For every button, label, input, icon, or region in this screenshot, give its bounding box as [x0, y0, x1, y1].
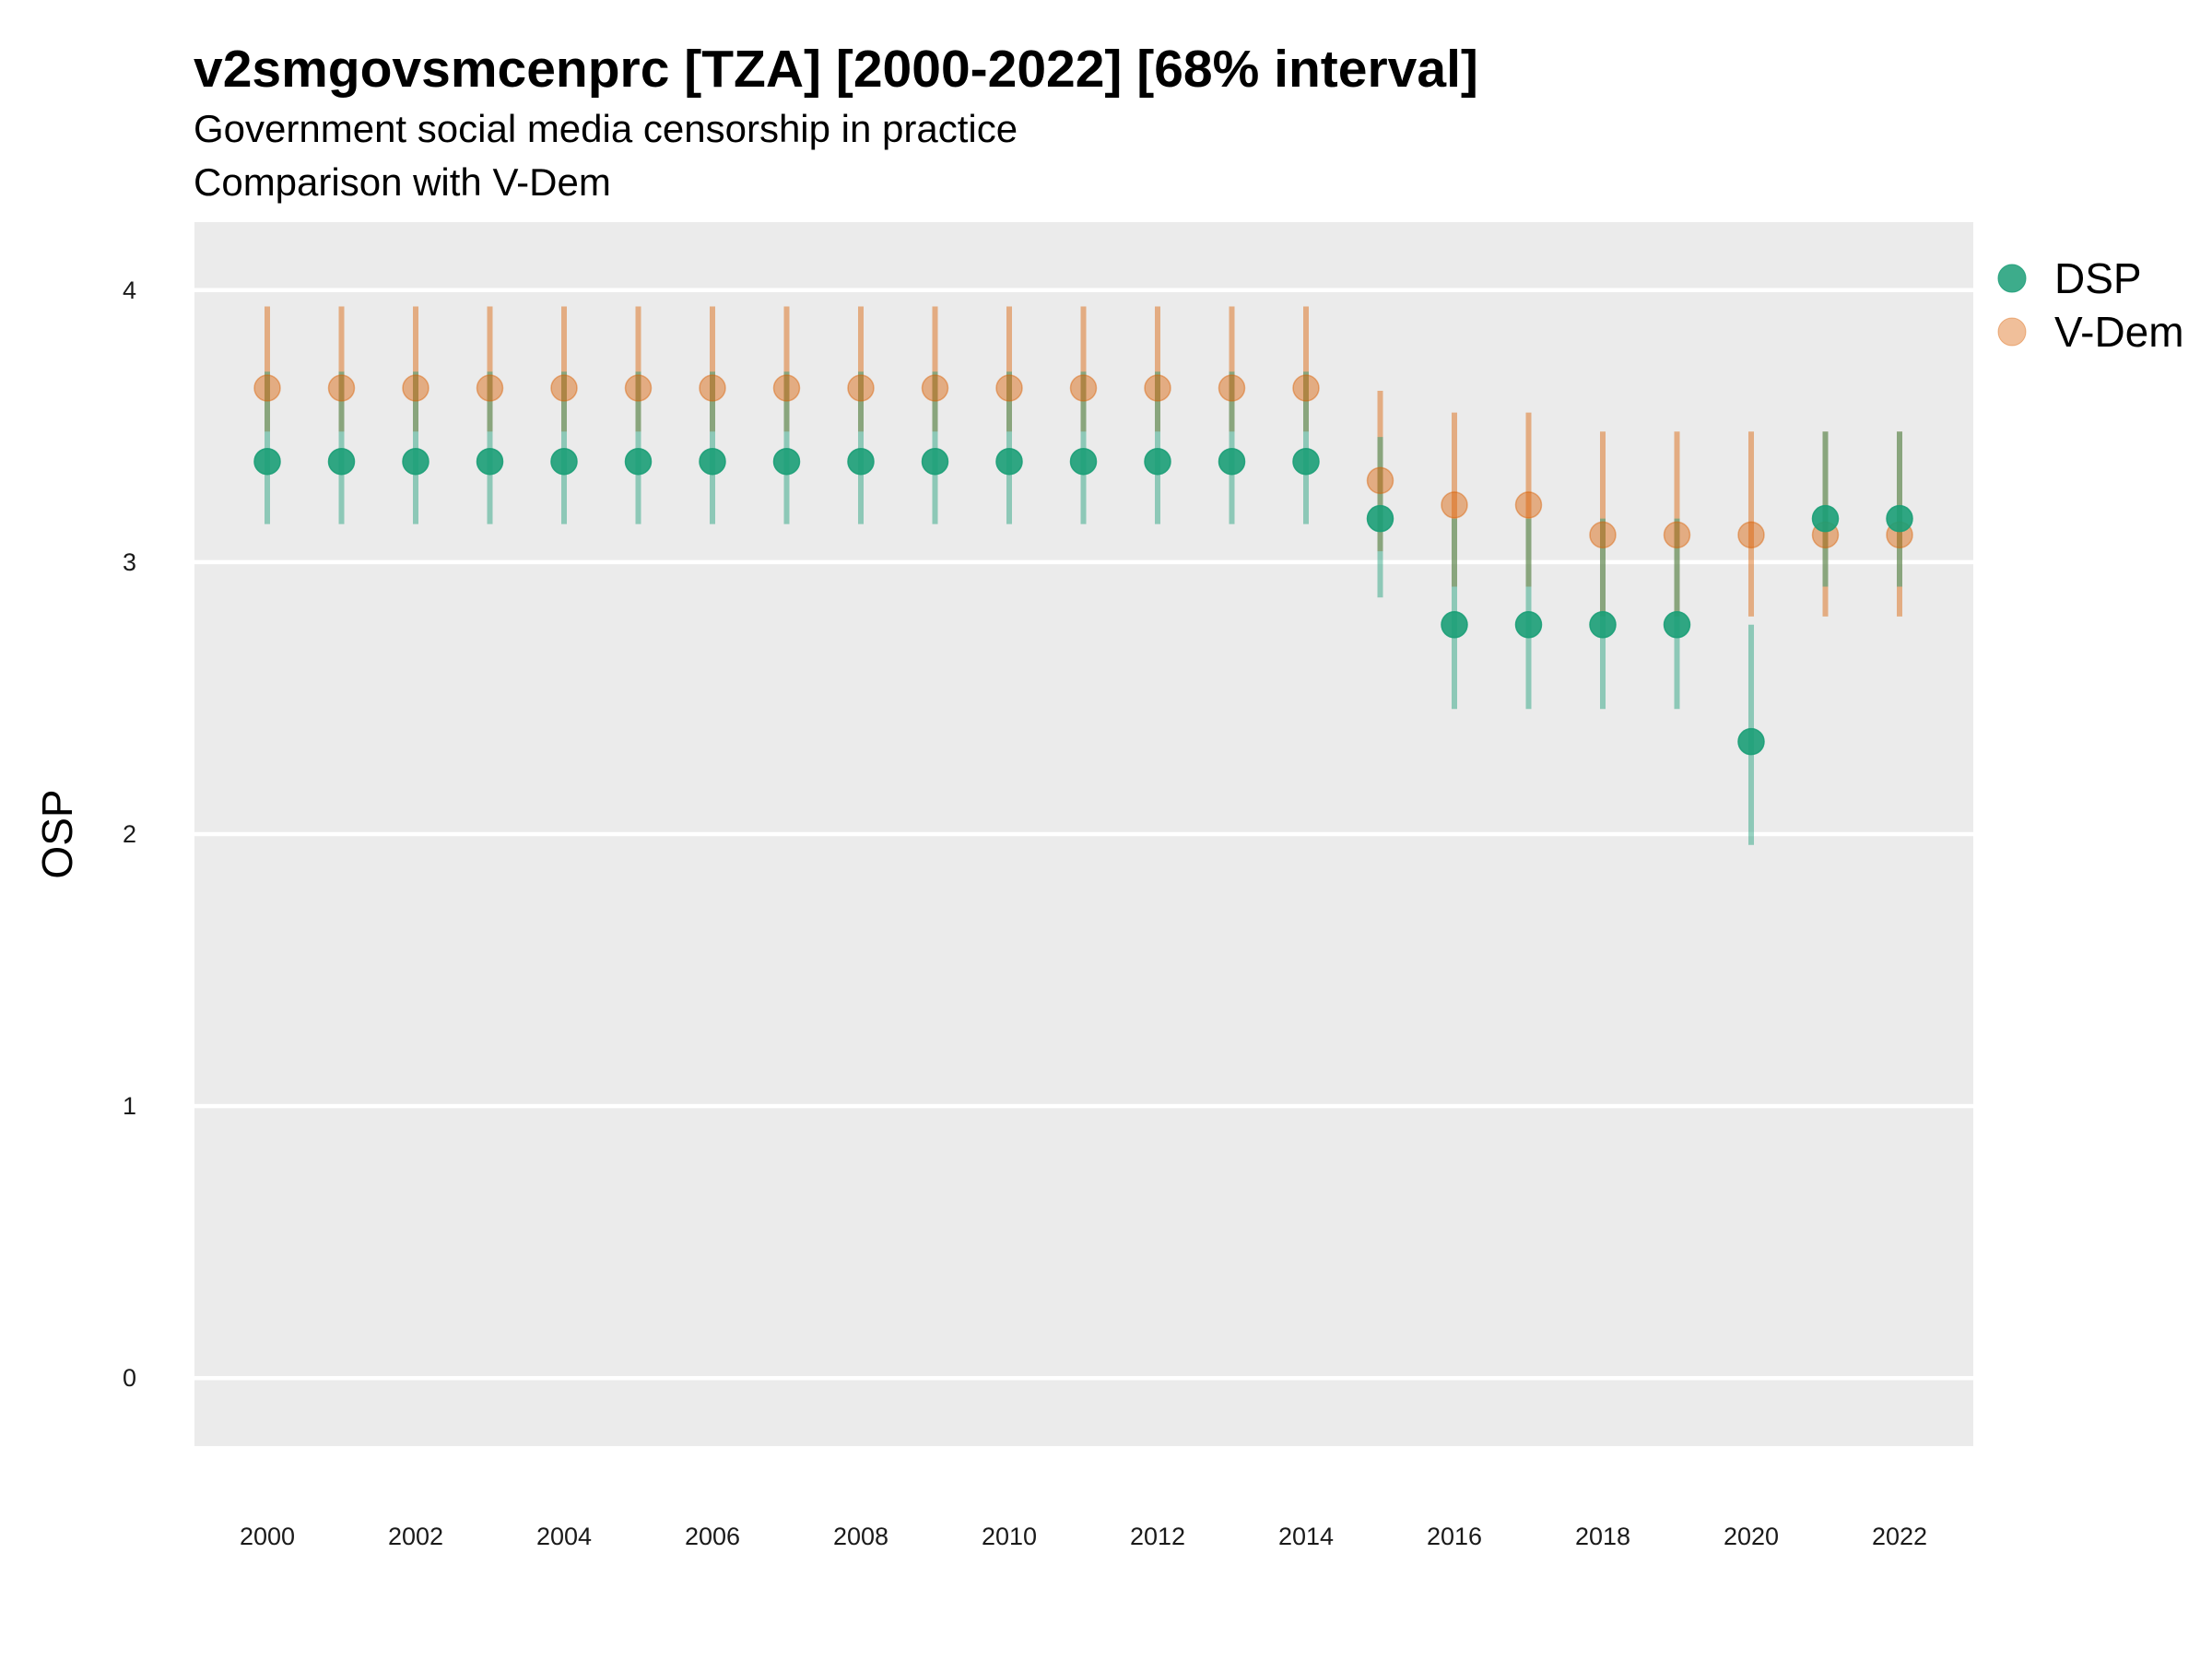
point-vdem-2006 — [699, 374, 726, 402]
point-vdem-2001 — [327, 374, 356, 402]
point-dsp-2009 — [921, 447, 949, 476]
point-vdem-2005 — [624, 374, 653, 402]
x-axis-ticks: 2000 2002 2004 2006 2008 2010 2012 2014 2016 2018… — [240, 1523, 1927, 1550]
point-vdem-2011 — [1069, 374, 1098, 402]
x-tick-label: 2000 — [240, 1523, 295, 1550]
point-dsp-2004 — [550, 447, 578, 476]
point-dsp-2019 — [1663, 611, 1691, 639]
point-dsp-2010 — [995, 447, 1023, 476]
point-vdem-2020 — [1737, 521, 1765, 549]
y-tick-label: 0 — [123, 1364, 136, 1392]
point-vdem-2002 — [402, 374, 429, 402]
point-vdem-2008 — [847, 374, 875, 402]
point-vdem-2012 — [1144, 374, 1171, 402]
point-dsp-2002 — [402, 447, 429, 476]
point-dsp-2016 — [1441, 611, 1468, 639]
point-dsp-2015 — [1366, 504, 1394, 533]
point-vdem-2013 — [1218, 374, 1246, 402]
x-tick-label: 2014 — [1278, 1523, 1334, 1550]
point-dsp-2020 — [1737, 727, 1765, 756]
point-dsp-2005 — [624, 447, 653, 476]
point-vdem-2018 — [1589, 521, 1617, 549]
legend: DSP V-Dem — [1997, 254, 2184, 356]
point-dsp-2003 — [476, 447, 504, 476]
y-tick-label: 3 — [123, 548, 136, 576]
point-dsp-2006 — [699, 447, 726, 476]
point-vdem-2007 — [772, 374, 801, 402]
point-dsp-2013 — [1218, 447, 1246, 476]
point-vdem-2015 — [1366, 466, 1394, 495]
x-tick-label: 2006 — [685, 1523, 740, 1550]
y-tick-label: 2 — [123, 820, 136, 848]
point-dsp-2021 — [1811, 504, 1840, 533]
x-tick-label: 2018 — [1575, 1523, 1630, 1550]
point-vdem-2004 — [550, 374, 578, 402]
x-tick-label: 2010 — [982, 1523, 1037, 1550]
point-vdem-2010 — [995, 374, 1023, 402]
point-vdem-2014 — [1292, 374, 1320, 402]
point-dsp-2018 — [1589, 611, 1617, 639]
legend-label-dsp: DSP — [2054, 254, 2142, 302]
point-dsp-2007 — [772, 447, 801, 476]
point-vdem-2000 — [253, 374, 281, 402]
legend-key-dsp — [1997, 264, 2027, 293]
point-vdem-2016 — [1441, 491, 1468, 519]
point-dsp-2001 — [327, 447, 356, 476]
x-tick-label: 2020 — [1724, 1523, 1779, 1550]
grid-lines — [194, 288, 1973, 1381]
legend-label-vdem: V-Dem — [2054, 308, 2184, 356]
point-vdem-2017 — [1514, 491, 1543, 519]
chart-subtitle-line-2: Comparison with V-Dem — [194, 160, 611, 204]
x-tick-label: 2012 — [1130, 1523, 1185, 1550]
x-tick-label: 2008 — [833, 1523, 888, 1550]
y-tick-label: 4 — [123, 276, 136, 304]
x-tick-label: 2022 — [1872, 1523, 1927, 1550]
x-tick-label: 2004 — [536, 1523, 592, 1550]
x-tick-label: 2002 — [388, 1523, 443, 1550]
point-dsp-2000 — [253, 447, 281, 476]
x-tick-label: 2016 — [1427, 1523, 1482, 1550]
point-dsp-2012 — [1144, 447, 1171, 476]
point-dsp-2014 — [1292, 447, 1320, 476]
point-vdem-2009 — [921, 374, 949, 402]
point-dsp-2017 — [1514, 611, 1543, 639]
chart-title: v2smgovsmcenprc [TZA] [2000-2022] [68% i… — [194, 40, 1478, 99]
legend-key-vdem — [1997, 317, 2027, 347]
chart-subtitle-line-1: Government social media censorship in pr… — [194, 107, 1018, 150]
y-axis-label: OSP — [33, 789, 81, 878]
point-dsp-2011 — [1069, 447, 1098, 476]
point-vdem-2003 — [476, 374, 504, 402]
point-vdem-2019 — [1663, 521, 1691, 549]
point-dsp-2022 — [1886, 504, 1913, 533]
y-axis-ticks: 0 1 2 3 4 — [123, 276, 136, 1392]
point-dsp-2008 — [847, 447, 875, 476]
y-tick-label: 1 — [123, 1092, 136, 1120]
data-points — [253, 374, 1913, 756]
